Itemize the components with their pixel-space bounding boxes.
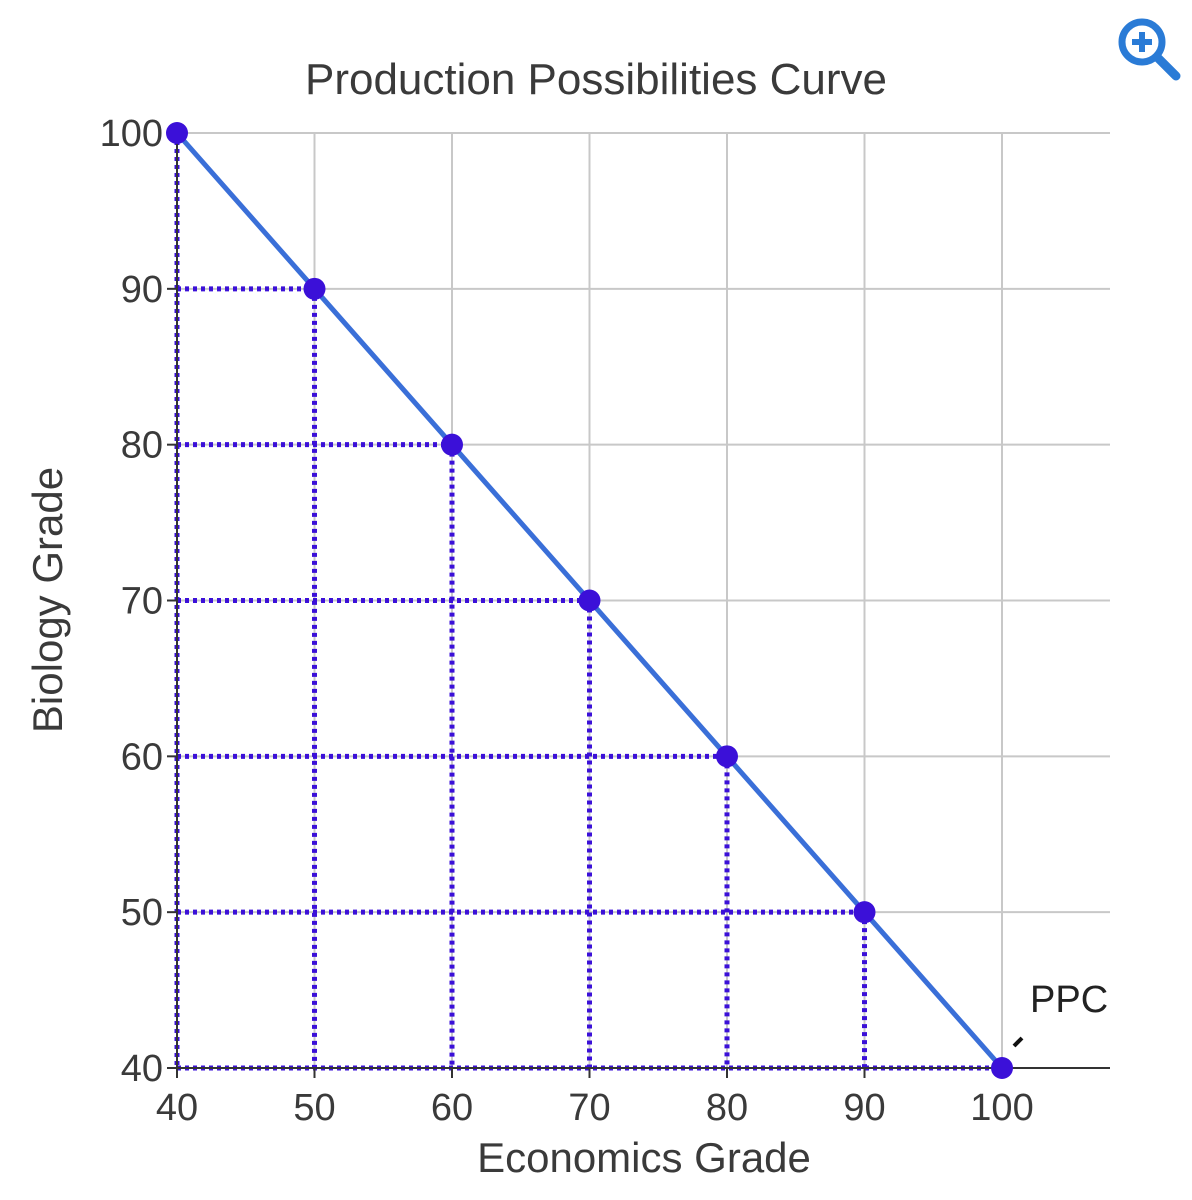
data-point-70-70 — [578, 589, 601, 612]
axes — [167, 132, 1110, 1078]
data-point-50-90 — [303, 277, 326, 300]
x-tick-label-90: 90 — [843, 1087, 885, 1129]
y-axis-label: Biology Grade — [24, 467, 71, 733]
y-tick-label-40: 40 — [121, 1048, 163, 1090]
x-tick-label-100: 100 — [970, 1087, 1033, 1129]
y-tick-label-60: 60 — [121, 736, 163, 778]
x-tick-label-50: 50 — [293, 1087, 335, 1129]
x-tick-label-40: 40 — [156, 1087, 198, 1129]
data-point-60-80 — [441, 433, 463, 456]
y-tick-label-90: 90 — [121, 269, 163, 311]
zoom-in-icon[interactable] — [1118, 18, 1181, 81]
y-tick-label-70: 70 — [121, 581, 163, 623]
y-tick-labels: 40 50 60 70 80 90 100 — [100, 113, 163, 1090]
x-tick-label-80: 80 — [706, 1087, 748, 1129]
data-point-80-60 — [716, 745, 738, 768]
x-tick-labels: 40 50 60 70 80 90 100 — [156, 1087, 1034, 1129]
data-points — [166, 122, 1013, 1079]
data-point-90-50 — [853, 901, 876, 924]
data-point-100-40 — [991, 1057, 1013, 1079]
y-tick-label-100: 100 — [100, 113, 163, 155]
annotations: PPC — [1012, 979, 1108, 1048]
x-axis-label: Economics Grade — [477, 1134, 811, 1181]
y-tick-label-50: 50 — [121, 892, 163, 934]
ppc-annotation-pointer — [1012, 1036, 1024, 1048]
y-tick-label-80: 80 — [121, 425, 163, 467]
chart-title: Production Possibilities Curve — [305, 55, 887, 104]
ppc-annotation-label: PPC — [1030, 979, 1108, 1021]
data-point-40-100 — [166, 122, 188, 144]
x-tick-label-70: 70 — [568, 1087, 610, 1129]
x-tick-label-60: 60 — [431, 1087, 473, 1129]
